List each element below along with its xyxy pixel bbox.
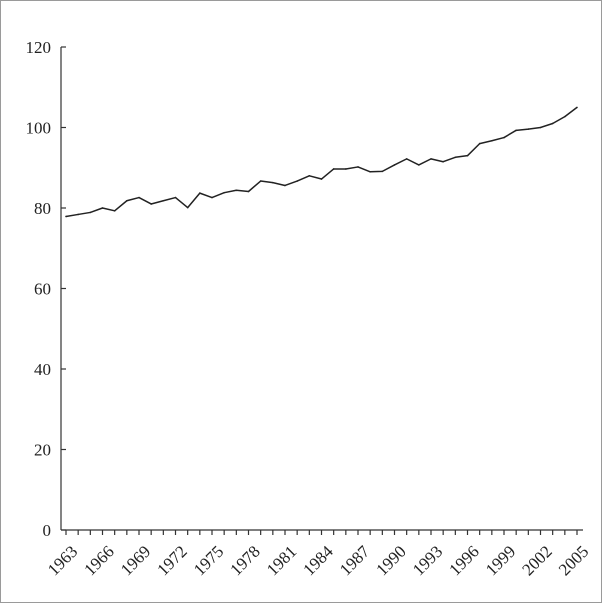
x-tick-label: 1990 bbox=[372, 542, 409, 579]
data-point bbox=[564, 115, 566, 118]
data-point bbox=[551, 122, 554, 125]
data-point bbox=[77, 213, 79, 216]
x-tick-label: 1993 bbox=[409, 542, 446, 579]
data-point bbox=[223, 191, 225, 194]
data-point bbox=[174, 196, 177, 199]
data-point bbox=[442, 160, 444, 163]
data-point bbox=[515, 129, 517, 132]
data-point bbox=[381, 170, 384, 173]
data-point bbox=[162, 199, 165, 202]
x-tick-label: 1963 bbox=[44, 542, 81, 579]
x-tick-label: 1969 bbox=[117, 542, 154, 579]
x-tick-label: 1966 bbox=[80, 542, 117, 579]
data-point bbox=[235, 189, 238, 192]
x-axis: 1963 1966 1969 1972 1975 1978 1981 1984 1987 1990… bbox=[44, 529, 592, 580]
data-point bbox=[199, 192, 201, 194]
y-axis: 0 20 40 60 80 100 120 bbox=[26, 38, 66, 540]
data-point bbox=[478, 142, 481, 145]
data-point bbox=[576, 106, 578, 109]
x-tick-label: 2002 bbox=[518, 542, 555, 579]
x-tick-label: 1996 bbox=[445, 542, 482, 579]
series-line bbox=[65, 106, 578, 218]
y-tick-label: 0 bbox=[43, 521, 52, 540]
data-point bbox=[247, 190, 250, 193]
data-point bbox=[89, 211, 92, 214]
data-point bbox=[527, 128, 530, 130]
data-point bbox=[430, 158, 432, 160]
y-tick-label: 120 bbox=[26, 38, 52, 57]
x-tick-label: 1972 bbox=[153, 542, 190, 579]
data-point bbox=[418, 164, 420, 166]
data-point bbox=[539, 126, 542, 129]
data-point bbox=[284, 184, 286, 187]
data-point bbox=[405, 158, 408, 160]
y-tick-label: 40 bbox=[34, 360, 51, 379]
data-point bbox=[393, 164, 396, 166]
x-tick-label: 1978 bbox=[226, 542, 263, 579]
data-point bbox=[113, 210, 116, 212]
data-point bbox=[345, 168, 347, 170]
x-tick-label: 1981 bbox=[263, 542, 300, 579]
plot-area bbox=[65, 106, 578, 218]
data-point bbox=[150, 203, 152, 205]
y-tick-label: 20 bbox=[34, 441, 51, 460]
data-point bbox=[308, 175, 311, 177]
y-tick-label: 100 bbox=[26, 119, 52, 138]
data-point bbox=[332, 168, 335, 170]
x-tick-label: 1999 bbox=[482, 542, 519, 579]
x-tick-label: 1984 bbox=[299, 542, 337, 580]
data-point bbox=[138, 196, 140, 199]
data-point bbox=[65, 215, 67, 218]
data-point bbox=[296, 180, 298, 182]
data-point bbox=[466, 154, 469, 157]
data-point bbox=[272, 181, 274, 184]
data-point bbox=[454, 156, 457, 159]
data-point bbox=[259, 180, 262, 182]
data-point bbox=[126, 199, 128, 202]
data-point bbox=[357, 166, 359, 168]
data-point bbox=[211, 196, 213, 199]
x-tick-label: 1987 bbox=[336, 542, 374, 580]
data-point bbox=[186, 206, 189, 209]
x-tick-label: 1975 bbox=[190, 542, 227, 579]
y-tick-label: 80 bbox=[34, 199, 51, 218]
x-tick-label: 2005 bbox=[555, 542, 592, 579]
data-point bbox=[491, 139, 493, 142]
y-tick-label: 60 bbox=[34, 280, 51, 299]
data-point bbox=[503, 136, 505, 139]
data-point bbox=[369, 170, 371, 173]
data-point bbox=[320, 178, 323, 180]
data-point bbox=[101, 207, 104, 209]
